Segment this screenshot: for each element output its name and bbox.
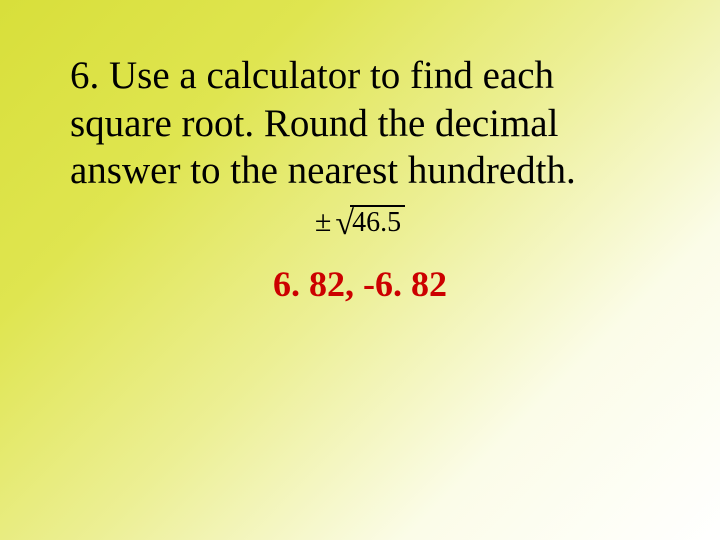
plus-minus-symbol: ± [315,205,331,239]
question-line-3: answer to the nearest hundredth. [70,149,576,192]
question-line-1: 6. Use a calculator to find each [70,54,554,97]
answer-text: 6. 82, -6. 82 [70,263,650,305]
square-root: √ 46.5 [335,205,405,239]
formula: ± √ 46.5 [315,205,405,239]
question-line-2: square root. Round the decimal [70,102,558,145]
question-text: 6. Use a calculator to find each square … [70,52,650,195]
formula-row: ± √ 46.5 [70,205,650,239]
sqrt-icon: √ [335,207,354,241]
radicand: 46.5 [350,205,405,237]
slide-container: 6. Use a calculator to find each square … [0,0,720,540]
